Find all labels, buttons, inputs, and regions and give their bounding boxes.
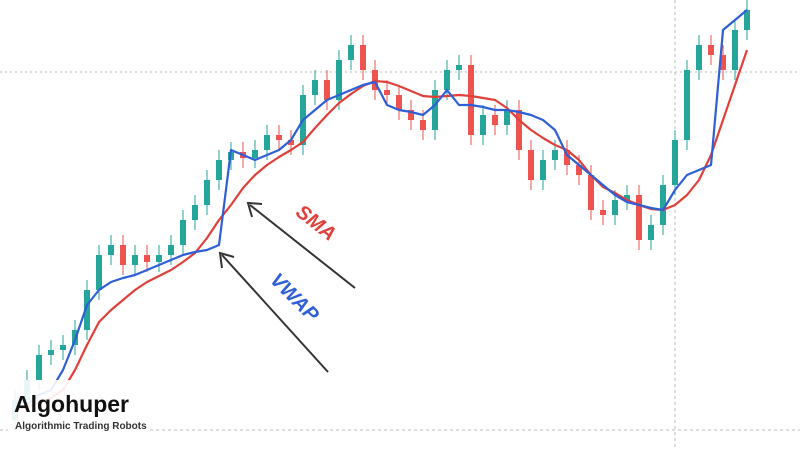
candle-body <box>276 135 282 140</box>
candle-body <box>144 255 150 262</box>
candle-body <box>708 45 714 55</box>
candle-body <box>180 220 186 245</box>
candle-body <box>396 95 402 110</box>
candle-body <box>264 135 270 150</box>
candle-body <box>576 165 582 175</box>
candle-body <box>516 110 522 150</box>
candle-body <box>636 195 642 240</box>
brand-tagline: Algorithmic Trading Robots <box>15 421 147 432</box>
candle-body <box>48 350 54 355</box>
candle-body <box>540 160 546 180</box>
candle-body <box>192 205 198 220</box>
candle-body <box>612 200 618 215</box>
candle-body <box>660 185 666 225</box>
logo: Algohuper Algorithmic Trading Robots <box>8 380 148 436</box>
candle-body <box>744 10 750 30</box>
candle-body <box>288 140 294 145</box>
candle-body <box>360 45 366 70</box>
candle-body <box>480 115 486 135</box>
candle-body <box>408 110 414 120</box>
candle-body <box>120 245 126 265</box>
candle-body <box>204 180 210 205</box>
candle-body <box>420 120 426 130</box>
candle-body <box>624 195 630 200</box>
candle-body <box>252 150 258 158</box>
candle-body <box>588 175 594 210</box>
candle-body <box>684 70 690 140</box>
candle-body <box>696 45 702 70</box>
candle-body <box>672 140 678 185</box>
candle-body <box>564 150 570 165</box>
candle-body <box>84 290 90 330</box>
candle-body <box>492 115 498 125</box>
logo-bg <box>8 380 148 436</box>
candle-body <box>444 70 450 90</box>
candle-body <box>528 150 534 180</box>
indicator-line <box>14 9 748 412</box>
candle-body <box>456 65 462 70</box>
indicator-lines <box>14 9 749 412</box>
candle-body <box>36 355 42 380</box>
candle-body <box>60 345 66 350</box>
candle-body <box>108 245 114 255</box>
candle-body <box>648 225 654 240</box>
candle-body <box>312 80 318 95</box>
candle-body <box>324 80 330 100</box>
candle-body <box>504 110 510 125</box>
candle-body <box>600 210 606 215</box>
candle-body <box>732 30 738 70</box>
candle-body <box>132 255 138 265</box>
brand-name: Algohuper <box>14 391 129 417</box>
candle-body <box>384 90 390 95</box>
candle-body <box>432 90 438 130</box>
arrow-head <box>218 251 235 269</box>
candle-body <box>96 255 102 290</box>
arrow <box>221 254 329 373</box>
candle-body <box>720 55 726 70</box>
candle-body <box>156 255 162 262</box>
candle-body <box>468 65 474 135</box>
candle-body <box>336 60 342 100</box>
candle-body <box>552 150 558 160</box>
candle-body <box>168 245 174 255</box>
arrow <box>249 204 356 289</box>
arrow-head <box>246 201 263 218</box>
indicator-line <box>14 49 749 412</box>
candle-body <box>216 160 222 180</box>
candle-body <box>348 45 354 60</box>
